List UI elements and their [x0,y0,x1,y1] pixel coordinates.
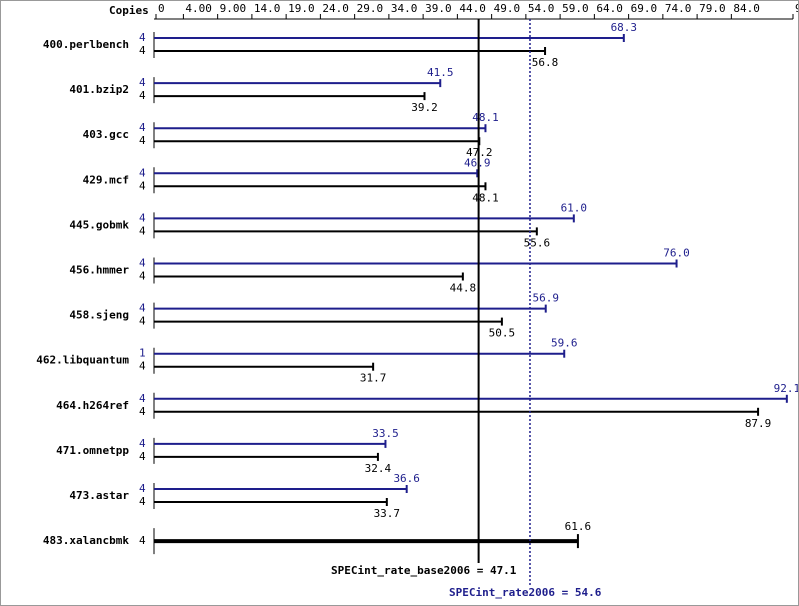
x-tick-label: 69.0 [631,2,658,15]
benchmark-name: 400.perlbench [43,38,129,51]
benchmark-name: 458.sjeng [69,309,129,322]
copies-label: 4 [139,224,146,237]
value-label: 31.7 [360,372,387,385]
peak-mean-label: SPECint_rate2006 = 54.6 [449,586,602,599]
x-tick-label: 54.0 [528,2,555,15]
copies-header: Copies [109,4,149,17]
x-tick-label: 84.0 [733,2,760,15]
copies-label: 4 [139,31,146,44]
copies-label: 4 [139,134,146,147]
copies-label: 4 [139,44,146,57]
x-tick-label: 79.0 [699,2,726,15]
copies-label: 4 [139,179,146,192]
value-label: 87.9 [745,417,772,430]
x-tick-label: 93.0 [795,2,799,15]
value-label: 76.0 [663,247,690,260]
x-tick-label: 14.0 [254,2,280,15]
x-tick-label: 0 [158,2,165,15]
copies-label: 4 [139,211,146,224]
x-tick-label: 34.0 [391,2,418,15]
value-label: 32.4 [365,462,392,475]
value-label: 36.6 [393,472,420,485]
benchmark-name: 429.mcf [83,173,129,186]
value-label: 68.3 [611,21,638,34]
value-label: 61.6 [565,520,592,533]
copies-label: 4 [139,89,146,102]
value-label: 46.9 [464,156,491,169]
value-label: 61.0 [561,201,588,214]
x-tick-label: 49.0 [494,2,521,15]
value-label: 56.9 [532,292,559,305]
value-label: 41.5 [427,66,454,79]
x-tick-label: 24.0 [322,2,349,15]
x-tick-label: 29.0 [357,2,384,15]
benchmark-name: 401.bzip2 [69,83,129,96]
x-tick-label: 19.0 [288,2,315,15]
value-label: 55.6 [524,236,551,249]
benchmark-name: 483.xalancbmk [43,534,129,547]
copies-label: 4 [139,534,146,547]
copies-label: 4 [139,495,146,508]
copies-label: 4 [139,405,146,418]
copies-label: 4 [139,315,146,328]
value-label: 48.1 [472,111,499,124]
copies-label: 4 [139,76,146,89]
x-tick-label: 74.0 [665,2,692,15]
copies-label: 4 [139,270,146,283]
x-tick-label: 4.00 [185,2,212,15]
copies-label: 4 [139,166,146,179]
value-label: 48.1 [472,191,499,204]
benchmark-name: 445.gobmk [69,218,129,231]
copies-label: 4 [139,450,146,463]
benchmark-name: 456.hmmer [69,264,129,277]
value-label: 44.8 [450,282,477,295]
copies-label: 4 [139,121,146,134]
copies-label: 4 [139,392,146,405]
value-label: 50.5 [489,327,516,340]
benchmark-name: 403.gcc [83,128,129,141]
copies-label: 4 [139,302,146,315]
x-tick-label: 39.0 [425,2,452,15]
x-tick-label: 44.0 [459,2,486,15]
benchmark-name: 462.libquantum [36,354,129,367]
benchmark-name: 473.astar [69,489,129,502]
base-mean-label: SPECint_rate_base2006 = 47.1 [331,564,517,577]
value-label: 92.1 [774,382,799,395]
value-label: 59.6 [551,337,578,350]
x-tick-label: 64.0 [596,2,623,15]
value-label: 33.5 [372,427,399,440]
benchmark-name: 471.omnetpp [56,444,129,457]
copies-label: 4 [139,257,146,270]
value-label: 56.8 [532,56,559,69]
x-tick-label: 9.00 [220,2,247,15]
value-label: 39.2 [411,101,438,114]
benchmark-name: 464.h264ref [56,399,129,412]
value-label: 33.7 [374,507,401,520]
x-tick-label: 59.0 [562,2,589,15]
copies-label: 1 [139,347,146,360]
copies-label: 4 [139,482,146,495]
copies-label: 4 [139,437,146,450]
copies-label: 4 [139,360,146,373]
